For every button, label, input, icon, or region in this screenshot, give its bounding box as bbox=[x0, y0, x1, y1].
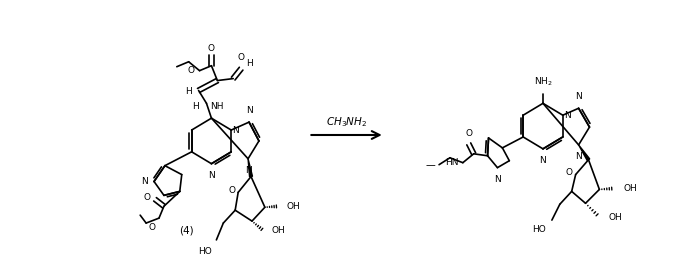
Text: OH: OH bbox=[287, 202, 300, 211]
Polygon shape bbox=[579, 145, 590, 161]
Text: —: — bbox=[425, 160, 435, 170]
Text: N: N bbox=[575, 152, 582, 161]
Text: N: N bbox=[246, 106, 253, 115]
Text: O: O bbox=[208, 44, 215, 53]
Polygon shape bbox=[248, 159, 253, 177]
Text: N: N bbox=[208, 171, 215, 180]
Text: N: N bbox=[142, 177, 148, 186]
Text: $CH_3NH_2$: $CH_3NH_2$ bbox=[327, 115, 368, 129]
Text: N: N bbox=[494, 175, 501, 183]
Text: O: O bbox=[228, 186, 235, 195]
Text: HN: HN bbox=[445, 158, 459, 167]
Text: N: N bbox=[564, 111, 570, 120]
Text: H: H bbox=[246, 59, 253, 68]
Text: N: N bbox=[575, 92, 582, 101]
Text: N: N bbox=[540, 156, 547, 165]
Text: HO: HO bbox=[532, 225, 546, 234]
Text: OH: OH bbox=[623, 184, 637, 193]
Text: H: H bbox=[185, 87, 192, 96]
Text: O: O bbox=[237, 53, 244, 62]
Text: H: H bbox=[192, 102, 198, 111]
Text: OH: OH bbox=[272, 226, 285, 235]
Text: HO: HO bbox=[198, 247, 211, 256]
Text: O: O bbox=[565, 168, 572, 177]
Text: OH: OH bbox=[608, 213, 622, 222]
Text: NH$_2$: NH$_2$ bbox=[534, 76, 552, 89]
Text: O: O bbox=[188, 66, 195, 75]
Text: O: O bbox=[466, 129, 473, 138]
Text: O: O bbox=[143, 193, 150, 202]
Text: N: N bbox=[245, 166, 251, 175]
Text: N: N bbox=[232, 126, 239, 134]
Text: NH: NH bbox=[210, 102, 224, 111]
Text: (4): (4) bbox=[179, 225, 194, 235]
Text: O: O bbox=[148, 223, 155, 232]
